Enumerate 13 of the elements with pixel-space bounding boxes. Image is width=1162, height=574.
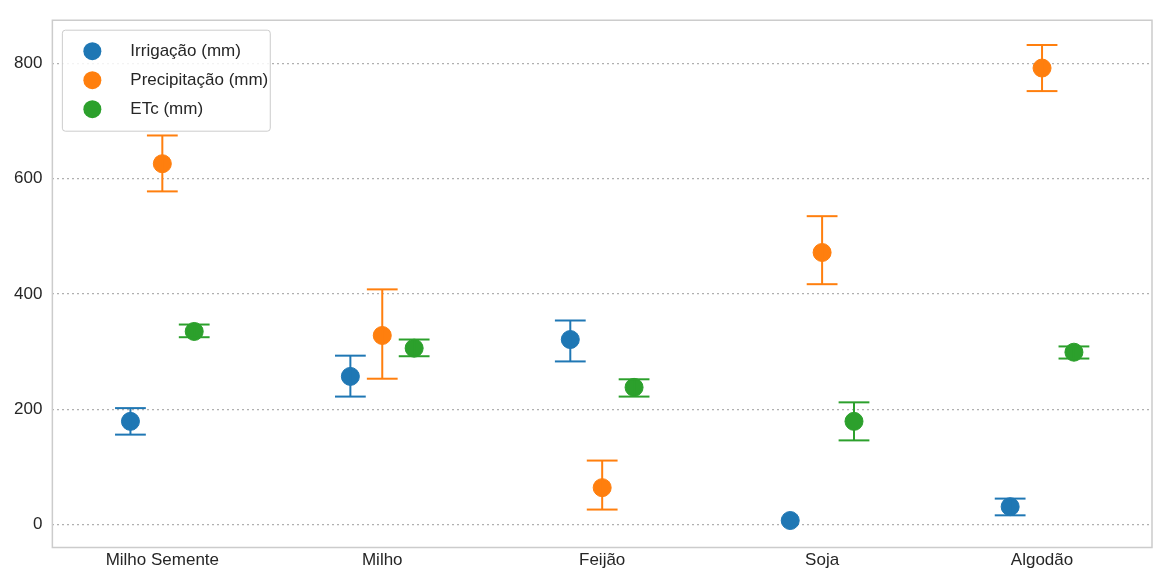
x-tick-label: Milho Semente	[105, 550, 220, 570]
y-tick-label: 800	[13, 53, 43, 73]
y-tick-label: 0	[32, 514, 43, 534]
legend-label: Precipitação (mm)	[130, 69, 269, 89]
legend-label: ETc (mm)	[130, 98, 204, 118]
y-tick-label: 400	[13, 283, 43, 303]
x-tick-label: Feijão	[579, 550, 626, 570]
y-tick-label: 600	[13, 168, 43, 188]
x-tick-label: Milho	[361, 550, 403, 570]
legend-label: Irrigação (mm)	[130, 40, 241, 60]
x-tick-label: Soja	[805, 550, 840, 570]
y-tick-label: 200	[13, 398, 43, 418]
x-tick-label: Algodão	[1010, 550, 1074, 570]
